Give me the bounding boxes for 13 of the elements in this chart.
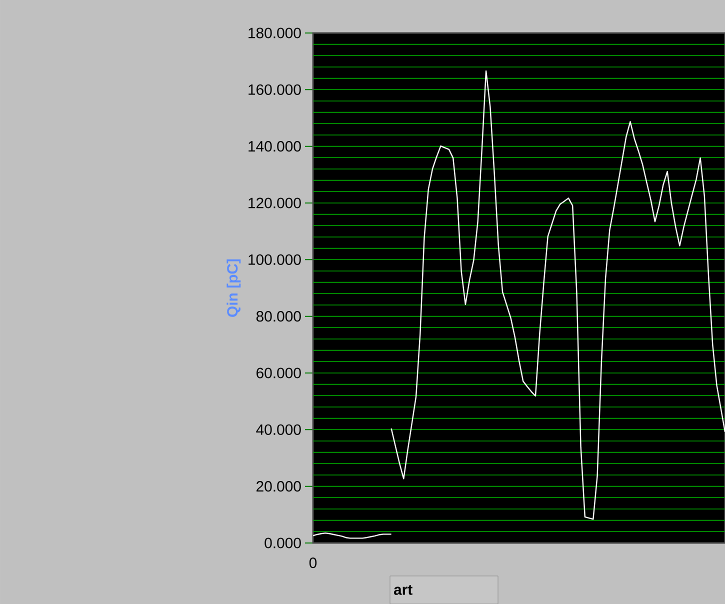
y-tick-label: 20.000 <box>256 481 301 492</box>
y-tick-label: 140.000 <box>248 141 301 152</box>
y-tick-label: 40.000 <box>256 424 301 435</box>
y-tick-label: 0.000 <box>264 538 301 548</box>
y-tick-label: 180.000 <box>248 28 301 38</box>
y-tick-label: 120.000 <box>248 198 301 208</box>
y-tick-label: 160.000 <box>248 84 301 95</box>
y-tick-label: 100.000 <box>248 254 301 265</box>
y-tick-label: 60.000 <box>256 368 301 378</box>
y-axis-title: Qin [pC] <box>226 259 241 317</box>
y-tick-label: 80.000 <box>256 311 301 322</box>
text: 0 <box>309 558 317 568</box>
text: art <box>394 585 412 595</box>
